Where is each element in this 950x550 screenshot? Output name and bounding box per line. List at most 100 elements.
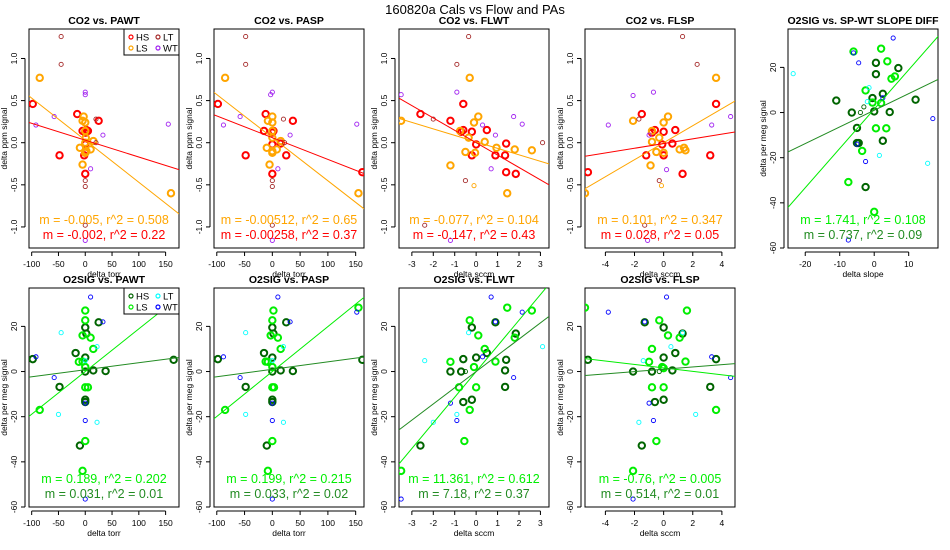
y-tick-label: 20 xyxy=(565,321,575,331)
plot-area xyxy=(399,34,549,243)
regression-line-ls xyxy=(585,358,735,377)
data-point-hs xyxy=(637,109,646,119)
data-point-hs xyxy=(262,441,271,450)
data-point-hs xyxy=(894,63,903,73)
data-point-lt xyxy=(55,411,62,417)
data-point-wt xyxy=(237,375,243,381)
plot-frame xyxy=(398,28,550,249)
legend-box xyxy=(123,28,180,56)
data-point-wt xyxy=(354,121,360,127)
data-point-ls xyxy=(480,137,489,147)
data-point-ls xyxy=(868,98,877,107)
y-tick-label: -60 xyxy=(194,501,204,514)
plot-frame xyxy=(28,287,180,508)
data-point-wt xyxy=(399,92,404,98)
data-point-lt xyxy=(58,61,64,67)
data-point-lt xyxy=(82,358,88,364)
data-point-hs xyxy=(268,353,277,362)
plot-frame xyxy=(787,28,939,249)
data-point-wt xyxy=(88,166,94,172)
data-point-ls xyxy=(268,133,277,142)
data-point-hs xyxy=(482,125,492,135)
x-axis-label: delta torr xyxy=(272,528,306,538)
y-tick-label: 0 xyxy=(9,369,19,374)
data-point-wt xyxy=(82,496,88,502)
x-tick-label: -4 xyxy=(602,518,610,528)
data-point-hs xyxy=(501,355,511,364)
fit-annotation: m = 0.101, r^2 = 0.347 xyxy=(597,213,722,227)
x-axis-label: delta sccm xyxy=(640,528,681,538)
data-point-ls xyxy=(628,116,638,126)
regression-line-ls xyxy=(29,95,179,215)
data-point-ls xyxy=(585,303,590,312)
legend-box xyxy=(123,287,180,315)
data-point-ls xyxy=(399,116,406,126)
x-tick-label: 10 xyxy=(904,259,914,269)
data-point-ls xyxy=(652,436,661,446)
x-tick-label: -2 xyxy=(430,259,438,269)
x-tick-label: 150 xyxy=(349,518,363,528)
data-point-wt xyxy=(51,114,57,120)
data-point-lt xyxy=(876,152,882,158)
data-point-ls xyxy=(474,331,483,340)
data-point-hs xyxy=(659,323,668,332)
fit-annotation: m = -0.077, r^2 = 0.104 xyxy=(409,213,539,227)
data-point-wt xyxy=(650,89,656,95)
x-tick-label: 100 xyxy=(132,259,146,269)
data-point-lt xyxy=(636,116,642,122)
fit-annotation: m = 0.028, r^2 = 0.05 xyxy=(601,228,719,242)
data-point-wt xyxy=(480,122,486,128)
data-point-wt xyxy=(82,89,88,95)
data-point-ls xyxy=(510,333,519,342)
data-point-hs xyxy=(585,355,593,364)
data-point-ls xyxy=(659,148,668,158)
data-point-lt xyxy=(640,358,646,364)
x-tick-label: -1 xyxy=(451,518,459,528)
x-tick-label: 0 xyxy=(270,259,275,269)
data-point-hs xyxy=(288,366,298,376)
data-point-hs xyxy=(94,318,103,327)
data-point-ls xyxy=(469,362,479,372)
plot-frame xyxy=(213,287,365,508)
data-point-hs xyxy=(241,151,250,160)
data-point-lt xyxy=(636,419,642,425)
fit-annotation: m = -0.00258, r^2 = 0.37 xyxy=(221,228,358,242)
data-point-wt xyxy=(454,417,460,424)
fit-annotation: m = -0.147, r^2 = 0.43 xyxy=(413,228,536,242)
data-point-ls xyxy=(269,383,279,392)
data-point-hs xyxy=(467,395,477,404)
data-point-lt2 xyxy=(471,183,477,189)
x-tick-label: 0 xyxy=(83,518,88,528)
x-tick-label: -50 xyxy=(238,259,251,269)
plot-area xyxy=(399,288,549,502)
legend-label: LT xyxy=(163,33,174,44)
data-point-lt xyxy=(642,222,648,228)
data-point-lt xyxy=(282,140,288,146)
y-tick-label: -0.5 xyxy=(194,177,204,192)
data-point-lt xyxy=(280,419,286,425)
x-tick-label: -100 xyxy=(208,518,225,528)
data-point-ls xyxy=(269,306,278,315)
data-point-ls xyxy=(86,333,95,342)
data-point-ls xyxy=(659,383,668,392)
y-tick-label: 1.0 xyxy=(194,52,204,64)
data-point-ls xyxy=(75,143,85,152)
data-point-ls xyxy=(681,146,690,155)
data-point-wt xyxy=(890,35,896,41)
data-point-hs xyxy=(871,58,881,68)
data-point-ls xyxy=(711,73,721,83)
panel-title: CO2 vs. FLWT xyxy=(439,15,510,27)
legend-marker xyxy=(155,293,161,299)
panel-6: O2SIG vs. PAWT -100 -50 0 50 100 150 delta torr… xyxy=(0,274,180,538)
fit-annotation: m = -0.76, r^2 = 0.005 xyxy=(599,472,722,486)
panel-4: CO2 vs. FLSP -4 -2 0 2 4 delta sccm -1.0 -0.5 0.0… xyxy=(555,15,736,279)
y-tick-label: -20 xyxy=(565,410,575,423)
regression-line-hs xyxy=(399,97,549,186)
data-point-ls xyxy=(220,405,230,415)
x-tick-label: 50 xyxy=(107,518,117,528)
y-axis-label: delta per meg signal xyxy=(369,359,379,436)
data-point-hs xyxy=(89,366,98,375)
data-point-ls xyxy=(876,98,886,108)
data-point-wt xyxy=(650,417,656,424)
